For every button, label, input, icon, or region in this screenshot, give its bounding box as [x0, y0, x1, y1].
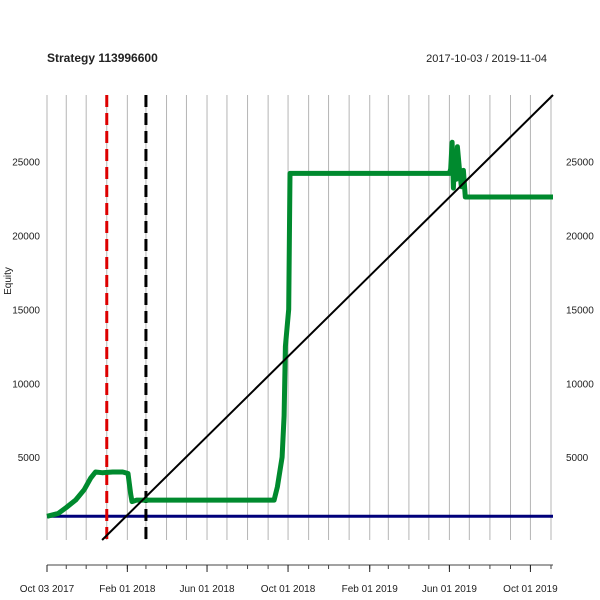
date-range: 2017-10-03 / 2019-11-04: [426, 53, 547, 65]
y-tick-label-right: 15000: [566, 305, 594, 316]
y-tick-label-left: 5000: [18, 453, 41, 464]
x-tick-label: Feb 01 2019: [342, 584, 399, 595]
y-tick-label-left: 20000: [12, 231, 40, 242]
x-tick-label: Oct 01 2018: [261, 584, 316, 595]
x-tick-label: Jun 01 2018: [180, 584, 235, 595]
x-tick-label: Jun 01 2019: [422, 584, 477, 595]
y-tick-label-right: 5000: [566, 453, 589, 464]
x-tick-label: Oct 03 2017: [20, 584, 75, 595]
x-tick-label: Oct 01 2019: [503, 584, 558, 595]
x-tick-label: Feb 01 2018: [99, 584, 156, 595]
trend-line: [101, 94, 554, 541]
marker-layer: [105, 95, 148, 540]
y-axis-label: Equity: [3, 267, 14, 295]
axis-layer: 5000 5000 10000 10000 15000 15000 20000 20000 25…: [12, 158, 594, 595]
y-tick-label-right: 10000: [566, 379, 594, 390]
equity-line: [46, 139, 553, 519]
y-tick-label-right: 25000: [566, 158, 594, 169]
y-tick-label-right: 20000: [566, 231, 594, 242]
y-tick-label-left: 25000: [12, 158, 40, 169]
y-tick-label-left: 10000: [12, 379, 40, 390]
chart-title: Strategy 113996600: [47, 51, 158, 65]
series-layer: [46, 94, 554, 541]
y-tick-label-left: 15000: [12, 305, 40, 316]
